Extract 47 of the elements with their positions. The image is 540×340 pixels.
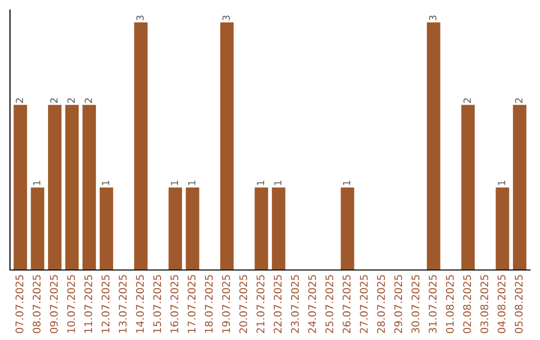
x-tick-label: 13.07.2025 xyxy=(118,275,127,333)
data-label: 1 xyxy=(33,180,40,186)
x-tick-label: 12.07.2025 xyxy=(102,275,110,333)
data-label: 3 xyxy=(222,16,230,20)
data-label: 1 xyxy=(274,180,282,186)
x-tick-label: 23.07.2025 xyxy=(290,275,299,334)
x-tick-label: 09.07.2025 xyxy=(50,275,58,334)
data-label: 2 xyxy=(67,98,75,103)
x-tick-label: 19.07.2025 xyxy=(222,275,230,333)
x-tick-label: 07.07.2025 xyxy=(15,275,24,334)
x-tick-label: 17.07.2025 xyxy=(188,275,196,333)
data-label: 2 xyxy=(515,98,522,103)
x-tick-label: 08.07.2025 xyxy=(32,275,41,334)
x-tick-label: 11.07.2025 xyxy=(84,275,92,333)
x-tick-label: 04.08.2025 xyxy=(498,275,506,334)
x-tick-label: 25.07.2025 xyxy=(325,275,334,334)
x-tick-label: 10.07.2025 xyxy=(67,275,76,333)
data-label: 1 xyxy=(170,180,178,186)
x-tick-label: 31.07.2025 xyxy=(428,275,437,334)
data-label: 1 xyxy=(256,180,264,186)
x-tick-label: 18.07.2025 xyxy=(204,275,213,333)
x-tick-label: 24.07.2025 xyxy=(308,275,316,334)
x-tick-label: 14.07.2025 xyxy=(136,275,144,333)
data-label: 1 xyxy=(188,180,196,186)
x-tick-label: 02.08.2025 xyxy=(463,275,472,334)
data-label: 3 xyxy=(429,16,436,20)
x-tick-label: 26.07.2025 xyxy=(342,275,351,334)
x-tick-label: 28.07.2025 xyxy=(377,275,385,334)
data-label: 3 xyxy=(136,16,144,20)
x-tick-label: 30.07.2025 xyxy=(412,275,420,334)
x-tick-label: 29.07.2025 xyxy=(394,275,402,334)
x-tick-label: 05.08.2025 xyxy=(514,275,523,334)
x-tick-label: 01.08.2025 xyxy=(446,275,454,334)
data-label: 1 xyxy=(343,180,350,186)
x-tick-label: 27.07.2025 xyxy=(360,275,368,334)
x-tick-label: 22.07.2025 xyxy=(274,275,282,334)
data-label: 2 xyxy=(463,98,471,103)
data-label: 2 xyxy=(16,98,24,103)
data-label: 1 xyxy=(498,180,506,186)
x-tick-label: 20.07.2025 xyxy=(239,275,248,334)
x-tick-label: 16.07.2025 xyxy=(170,275,178,333)
data-label: 2 xyxy=(50,98,58,103)
x-tick-label: 21.07.2025 xyxy=(256,275,264,334)
x-tick-label: 03.08.2025 xyxy=(480,275,488,334)
data-label: 1 xyxy=(102,180,110,186)
data-label: 2 xyxy=(84,98,92,103)
x-tick-label: 15.07.2025 xyxy=(153,275,162,333)
